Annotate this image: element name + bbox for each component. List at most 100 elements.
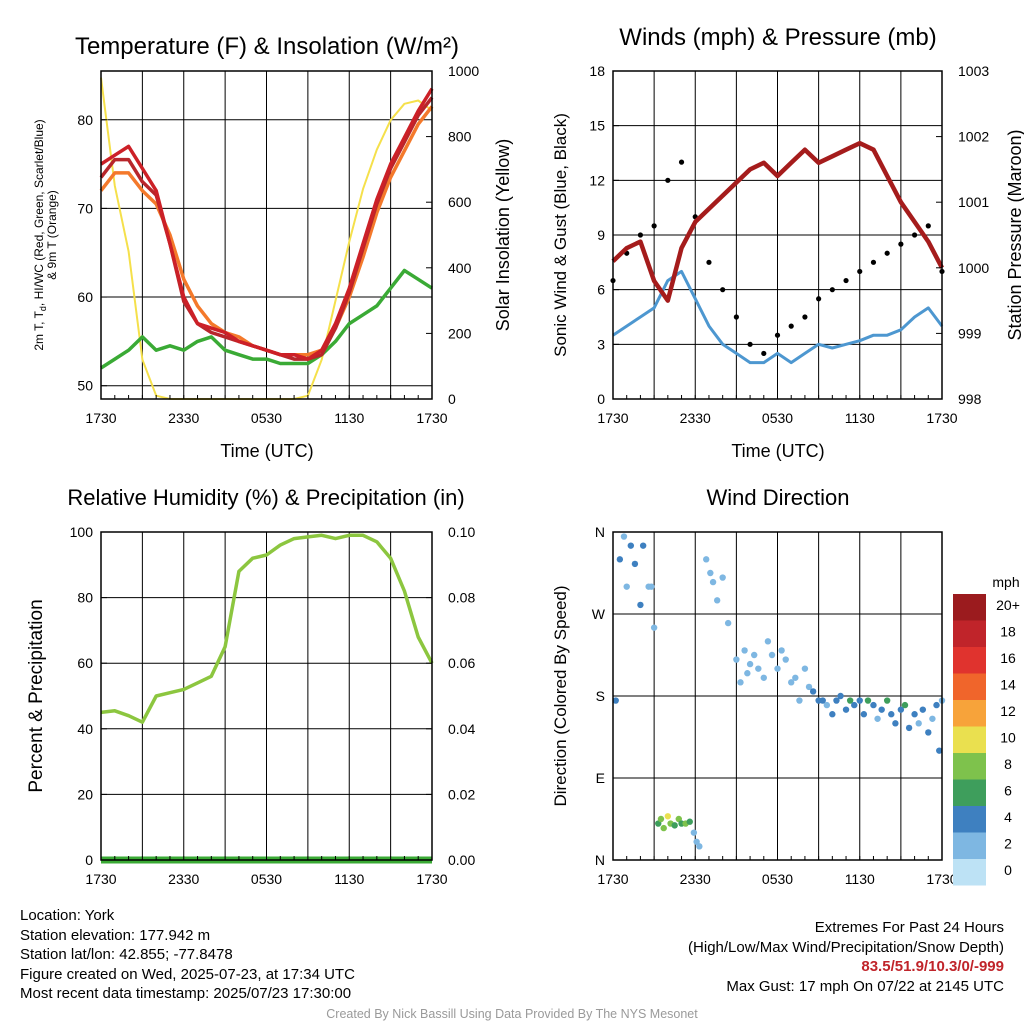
temp-xtick-label: 1730 <box>85 410 116 426</box>
direction-point <box>823 701 831 709</box>
svg-text:2m T, Td, HI/WC (Red, Green, S: 2m T, Td, HI/WC (Red, Green, Scarlet/Blu… <box>32 119 48 350</box>
rh-xtick-label: 0530 <box>251 871 282 887</box>
wind-ticks: 1730 2330 0530 1130 1730 0 3 6 9 12 15 18 998 999 1000… <box>589 63 989 426</box>
direction-point <box>686 818 693 825</box>
temp-xtick-label: 0530 <box>251 410 282 426</box>
direction-point <box>837 692 844 700</box>
direction-point <box>782 656 789 663</box>
temp-ylabel-sub: d <box>38 306 48 311</box>
rh-ytick-label: 100 <box>70 524 94 540</box>
direction-point <box>874 715 881 722</box>
direction-point <box>696 843 703 850</box>
temp-series-2m-t <box>100 87 434 361</box>
colorbar-swatch <box>953 832 986 859</box>
colorbar-swatch <box>953 700 986 727</box>
direction-point <box>744 670 751 677</box>
temp-ylabel-part1: 2m T, T <box>32 310 46 350</box>
rh-panel: Relative Humidity (%) & Precipitation (i… <box>26 485 475 887</box>
rh-xtick-label: 1130 <box>334 871 364 887</box>
station-info: Location: York Station elevation: 177.94… <box>20 906 355 1004</box>
gust-point <box>774 332 781 338</box>
wind-y2tick-label: 1003 <box>958 63 989 79</box>
location-text: Location: York <box>20 907 115 924</box>
direction-point <box>627 542 635 549</box>
direction-point <box>737 679 744 686</box>
temp-title: Temperature (F) & Insolation (W/m²) <box>75 33 459 60</box>
gust-point <box>870 259 877 265</box>
direction-point <box>829 711 836 718</box>
direction-point <box>846 697 854 704</box>
temp-ytick-label: 80 <box>77 112 93 128</box>
wind-ylabel-left: Sonic Wind & Gust (Blue, Black) <box>551 113 570 357</box>
wind-panel: Winds (mph) & Pressure (mb) 1730 2330 0530… <box>551 24 1024 461</box>
rh-ytick-label: 60 <box>77 655 93 671</box>
colorbar-label: 12 <box>1000 703 1016 719</box>
dir-ytick-label: N <box>595 524 605 540</box>
gust-point <box>678 159 685 165</box>
temp-xlabel: Time (UTC) <box>220 441 313 461</box>
wind-ylabel-right: Station Pressure (Maroon) <box>1005 129 1024 340</box>
direction-point <box>657 815 665 823</box>
rh-line <box>100 533 434 724</box>
temp-ytick-label: 50 <box>77 378 93 394</box>
colorbar-swatch <box>953 859 986 886</box>
colorbar-swatch <box>953 753 986 780</box>
dir-xtick-label: 2330 <box>680 871 711 887</box>
rh-ytick-label: 20 <box>77 786 93 802</box>
rh-ticks: 1730 2330 0530 1130 1730 0 20 40 60 80 100 0.00 0.02… <box>70 524 476 887</box>
wind-ytick-label: 6 <box>597 282 605 298</box>
rh-y2tick-label: 0.10 <box>448 524 475 540</box>
temp-xtick-label: 1730 <box>416 410 447 426</box>
colorbar-label: 0 <box>1004 862 1012 878</box>
direction-point <box>623 583 630 590</box>
temp-y2tick-label: 400 <box>448 260 472 276</box>
wind-y2tick-label: 1000 <box>958 260 989 276</box>
direction-point <box>616 556 624 563</box>
wind-ytick-label: 0 <box>597 391 605 407</box>
direction-point <box>650 624 658 631</box>
gust-point <box>665 177 671 183</box>
direction-point <box>703 556 710 563</box>
dir-xtick-label: 1130 <box>845 871 875 887</box>
gust-point <box>761 350 767 357</box>
gust-point <box>720 287 726 293</box>
direction-point <box>733 656 740 663</box>
dir-ytick-label: S <box>596 688 605 704</box>
wind-grid <box>613 71 942 399</box>
direction-point <box>888 711 895 718</box>
wind-speed-line <box>612 269 944 365</box>
direction-point <box>660 824 667 832</box>
direction-point <box>842 706 850 713</box>
direction-point <box>933 701 940 709</box>
gust-point <box>788 323 794 329</box>
recent-text: Most recent data timestamp: 2025/07/23 1… <box>20 985 352 1002</box>
gust-point <box>802 314 808 320</box>
gust-point <box>637 232 644 238</box>
temp-ylabel-left: 2m T, Td, HI/WC (Red, Green, Scarlet/Blu… <box>32 119 59 350</box>
dir-ticks: 1730 2330 0530 1130 1730 N E S W N <box>592 524 958 887</box>
direction-point <box>741 647 748 654</box>
direction-point <box>801 665 809 672</box>
rh-y2tick-label: 0.04 <box>448 721 475 737</box>
dir-ytick-label: N <box>595 852 605 868</box>
rh-ytick-label: 80 <box>77 590 93 606</box>
direction-point <box>860 711 868 718</box>
temp-ylabel-part2: , HI/WC (Red, Green, Scarlet/Blue) <box>32 119 46 306</box>
temp-y2tick-label: 0 <box>448 391 456 407</box>
wind-ytick-label: 18 <box>589 63 605 79</box>
wind-ytick-label: 3 <box>597 336 605 352</box>
direction-point <box>864 697 872 704</box>
max-gust-text: Max Gust: 17 mph On 07/22 at 2145 UTC <box>726 977 1004 995</box>
colorbar-label: 10 <box>1000 730 1016 746</box>
wind-xlabel: Time (UTC) <box>731 441 824 461</box>
direction-point <box>746 660 754 668</box>
created-text: Figure created on Wed, 2025-07-23, at 17… <box>20 965 355 983</box>
direction-point <box>631 560 639 568</box>
rh-ytick-label: 40 <box>77 721 93 737</box>
direction-point <box>792 674 799 681</box>
direction-point <box>897 706 905 713</box>
colorbar-swatch <box>953 673 986 700</box>
colorbar-swatch <box>953 620 986 647</box>
pressure-line <box>611 140 944 303</box>
wind-xtick-label: 1730 <box>926 410 957 426</box>
